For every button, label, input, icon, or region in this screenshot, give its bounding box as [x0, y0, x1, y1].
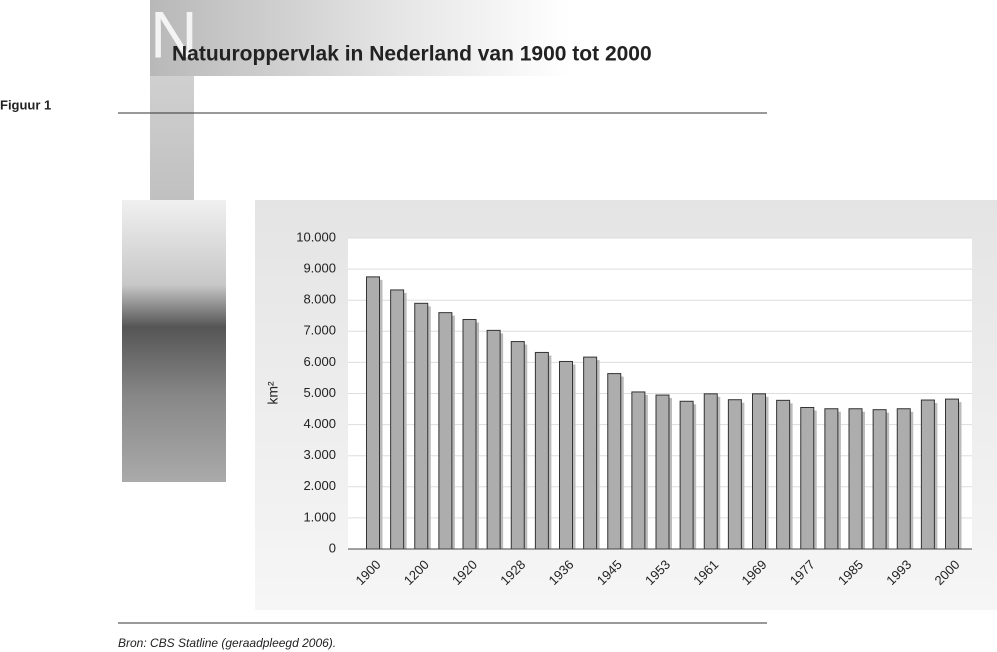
- bar: [920, 399, 935, 550]
- bar: [727, 399, 742, 550]
- bar: [366, 276, 380, 550]
- y-tick-label: 10.000: [296, 229, 336, 244]
- bar: [800, 406, 815, 550]
- y-tick-label: 1.000: [303, 509, 336, 524]
- bar: [752, 393, 766, 550]
- bar: [559, 360, 573, 550]
- bar: [438, 312, 453, 550]
- bar: [534, 351, 549, 550]
- bar: [583, 356, 598, 550]
- bar: [776, 399, 791, 550]
- bar: [607, 373, 622, 550]
- y-tick-label: 0: [329, 540, 336, 555]
- figure-label: Figuur 1: [0, 97, 51, 112]
- header-band: [150, 0, 570, 76]
- bar: [824, 408, 839, 550]
- y-tick-label: 6.000: [303, 354, 336, 369]
- bar: [872, 409, 887, 550]
- bar: [631, 391, 646, 550]
- source: Bron: CBS Statline (geraadpleegd 2006).: [118, 636, 336, 650]
- bar: [414, 302, 429, 550]
- y-tick-label: 8.000: [303, 292, 336, 307]
- bar: [679, 400, 694, 550]
- chart-title: Natuuroppervlak in Nederland van 1900 to…: [172, 43, 652, 66]
- header-column: [150, 76, 194, 200]
- y-tick-label: 9.000: [303, 261, 336, 276]
- bar: [390, 289, 405, 550]
- y-tick-label: 7.000: [303, 323, 336, 338]
- bar: [848, 408, 863, 550]
- y-axis-label: km²: [265, 381, 281, 405]
- y-tick-label: 3.000: [303, 447, 336, 462]
- y-tick-label: 2.000: [303, 478, 336, 493]
- y-tick-label: 4.000: [303, 416, 336, 431]
- bar: [486, 329, 501, 550]
- bar: [896, 408, 911, 550]
- photo: [122, 200, 226, 482]
- bar: [655, 394, 670, 550]
- bar: [945, 398, 959, 550]
- bar: [462, 318, 477, 550]
- y-tick-label: 5.000: [303, 385, 336, 400]
- header-letter: N: [150, 0, 198, 71]
- bar: [510, 341, 525, 550]
- bar: [703, 393, 718, 550]
